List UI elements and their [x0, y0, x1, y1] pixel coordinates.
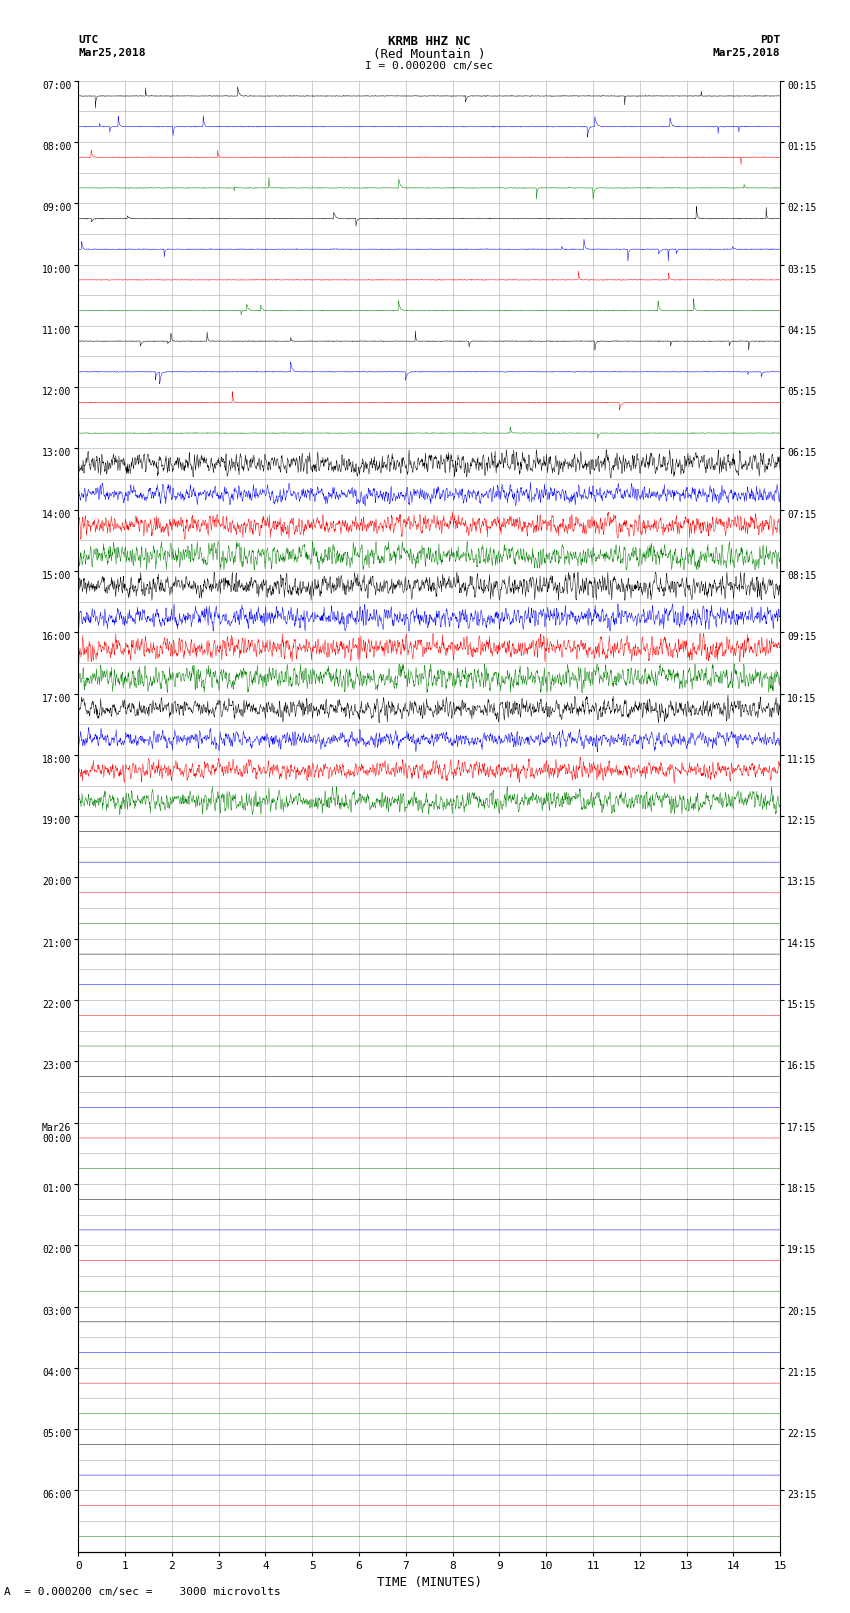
Text: Mar25,2018: Mar25,2018: [713, 48, 780, 58]
Text: KRMB HHZ NC: KRMB HHZ NC: [388, 35, 471, 48]
X-axis label: TIME (MINUTES): TIME (MINUTES): [377, 1576, 482, 1589]
Text: I = 0.000200 cm/sec: I = 0.000200 cm/sec: [366, 61, 493, 71]
Text: A  = 0.000200 cm/sec =    3000 microvolts: A = 0.000200 cm/sec = 3000 microvolts: [4, 1587, 281, 1597]
Text: UTC: UTC: [78, 35, 99, 45]
Text: Mar25,2018: Mar25,2018: [78, 48, 145, 58]
Text: PDT: PDT: [760, 35, 780, 45]
Text: (Red Mountain ): (Red Mountain ): [373, 48, 485, 61]
